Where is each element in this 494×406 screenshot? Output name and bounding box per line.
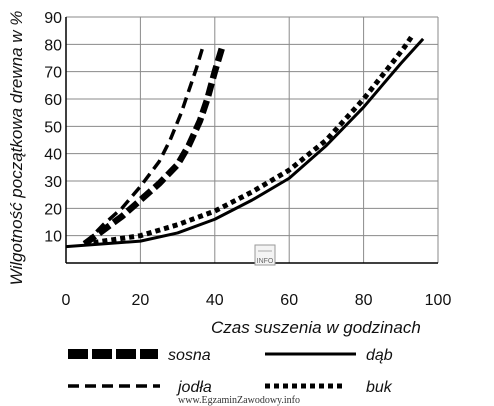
axes	[65, 17, 438, 264]
legend: sosna jodła dąb buk	[68, 347, 393, 396]
series-line-buk	[84, 34, 415, 247]
y-tick-label: 20	[44, 201, 62, 218]
y-tick-label: 50	[44, 119, 62, 136]
x-tick-label: 80	[355, 292, 373, 309]
legend-label-buk: buk	[366, 379, 393, 396]
x-tick-label: 20	[132, 292, 150, 309]
y-tick-label: 80	[44, 37, 62, 54]
y-tick-label: 60	[44, 92, 62, 109]
series-line-dąb	[65, 37, 425, 249]
grid	[65, 16, 439, 263]
y-tick-labels: 10 20 30 40 50 60 70 80 90	[44, 10, 62, 246]
y-tick-label: 40	[44, 147, 62, 164]
y-axis-label: Wilgotność początkowa drewna w %	[7, 11, 26, 286]
y-tick-label: 70	[44, 65, 62, 82]
info-logo-text: INFO	[257, 258, 274, 265]
x-tick-label: 60	[280, 292, 298, 309]
watermark: www.EgzaminZawodowy.info	[178, 395, 300, 406]
y-tick-label: 10	[44, 229, 62, 246]
series-line-jodła	[83, 43, 206, 246]
series-line-sosna	[82, 46, 226, 247]
series-layer	[65, 34, 425, 249]
x-tick-label: 100	[425, 292, 452, 309]
x-tick-labels: 0 20 40 60 80 100	[62, 292, 452, 309]
info-logo: INFO	[254, 244, 276, 266]
x-tick-label: 40	[206, 292, 224, 309]
legend-label-jodła: jodła	[176, 379, 212, 396]
x-axis-label: Czas suszenia w godzinach	[211, 318, 421, 337]
y-tick-label: 30	[44, 174, 62, 191]
legend-label-sosna: sosna	[168, 347, 211, 364]
legend-label-dąb: dąb	[366, 347, 393, 364]
y-tick-label: 90	[44, 10, 62, 27]
x-tick-label: 0	[62, 292, 71, 309]
